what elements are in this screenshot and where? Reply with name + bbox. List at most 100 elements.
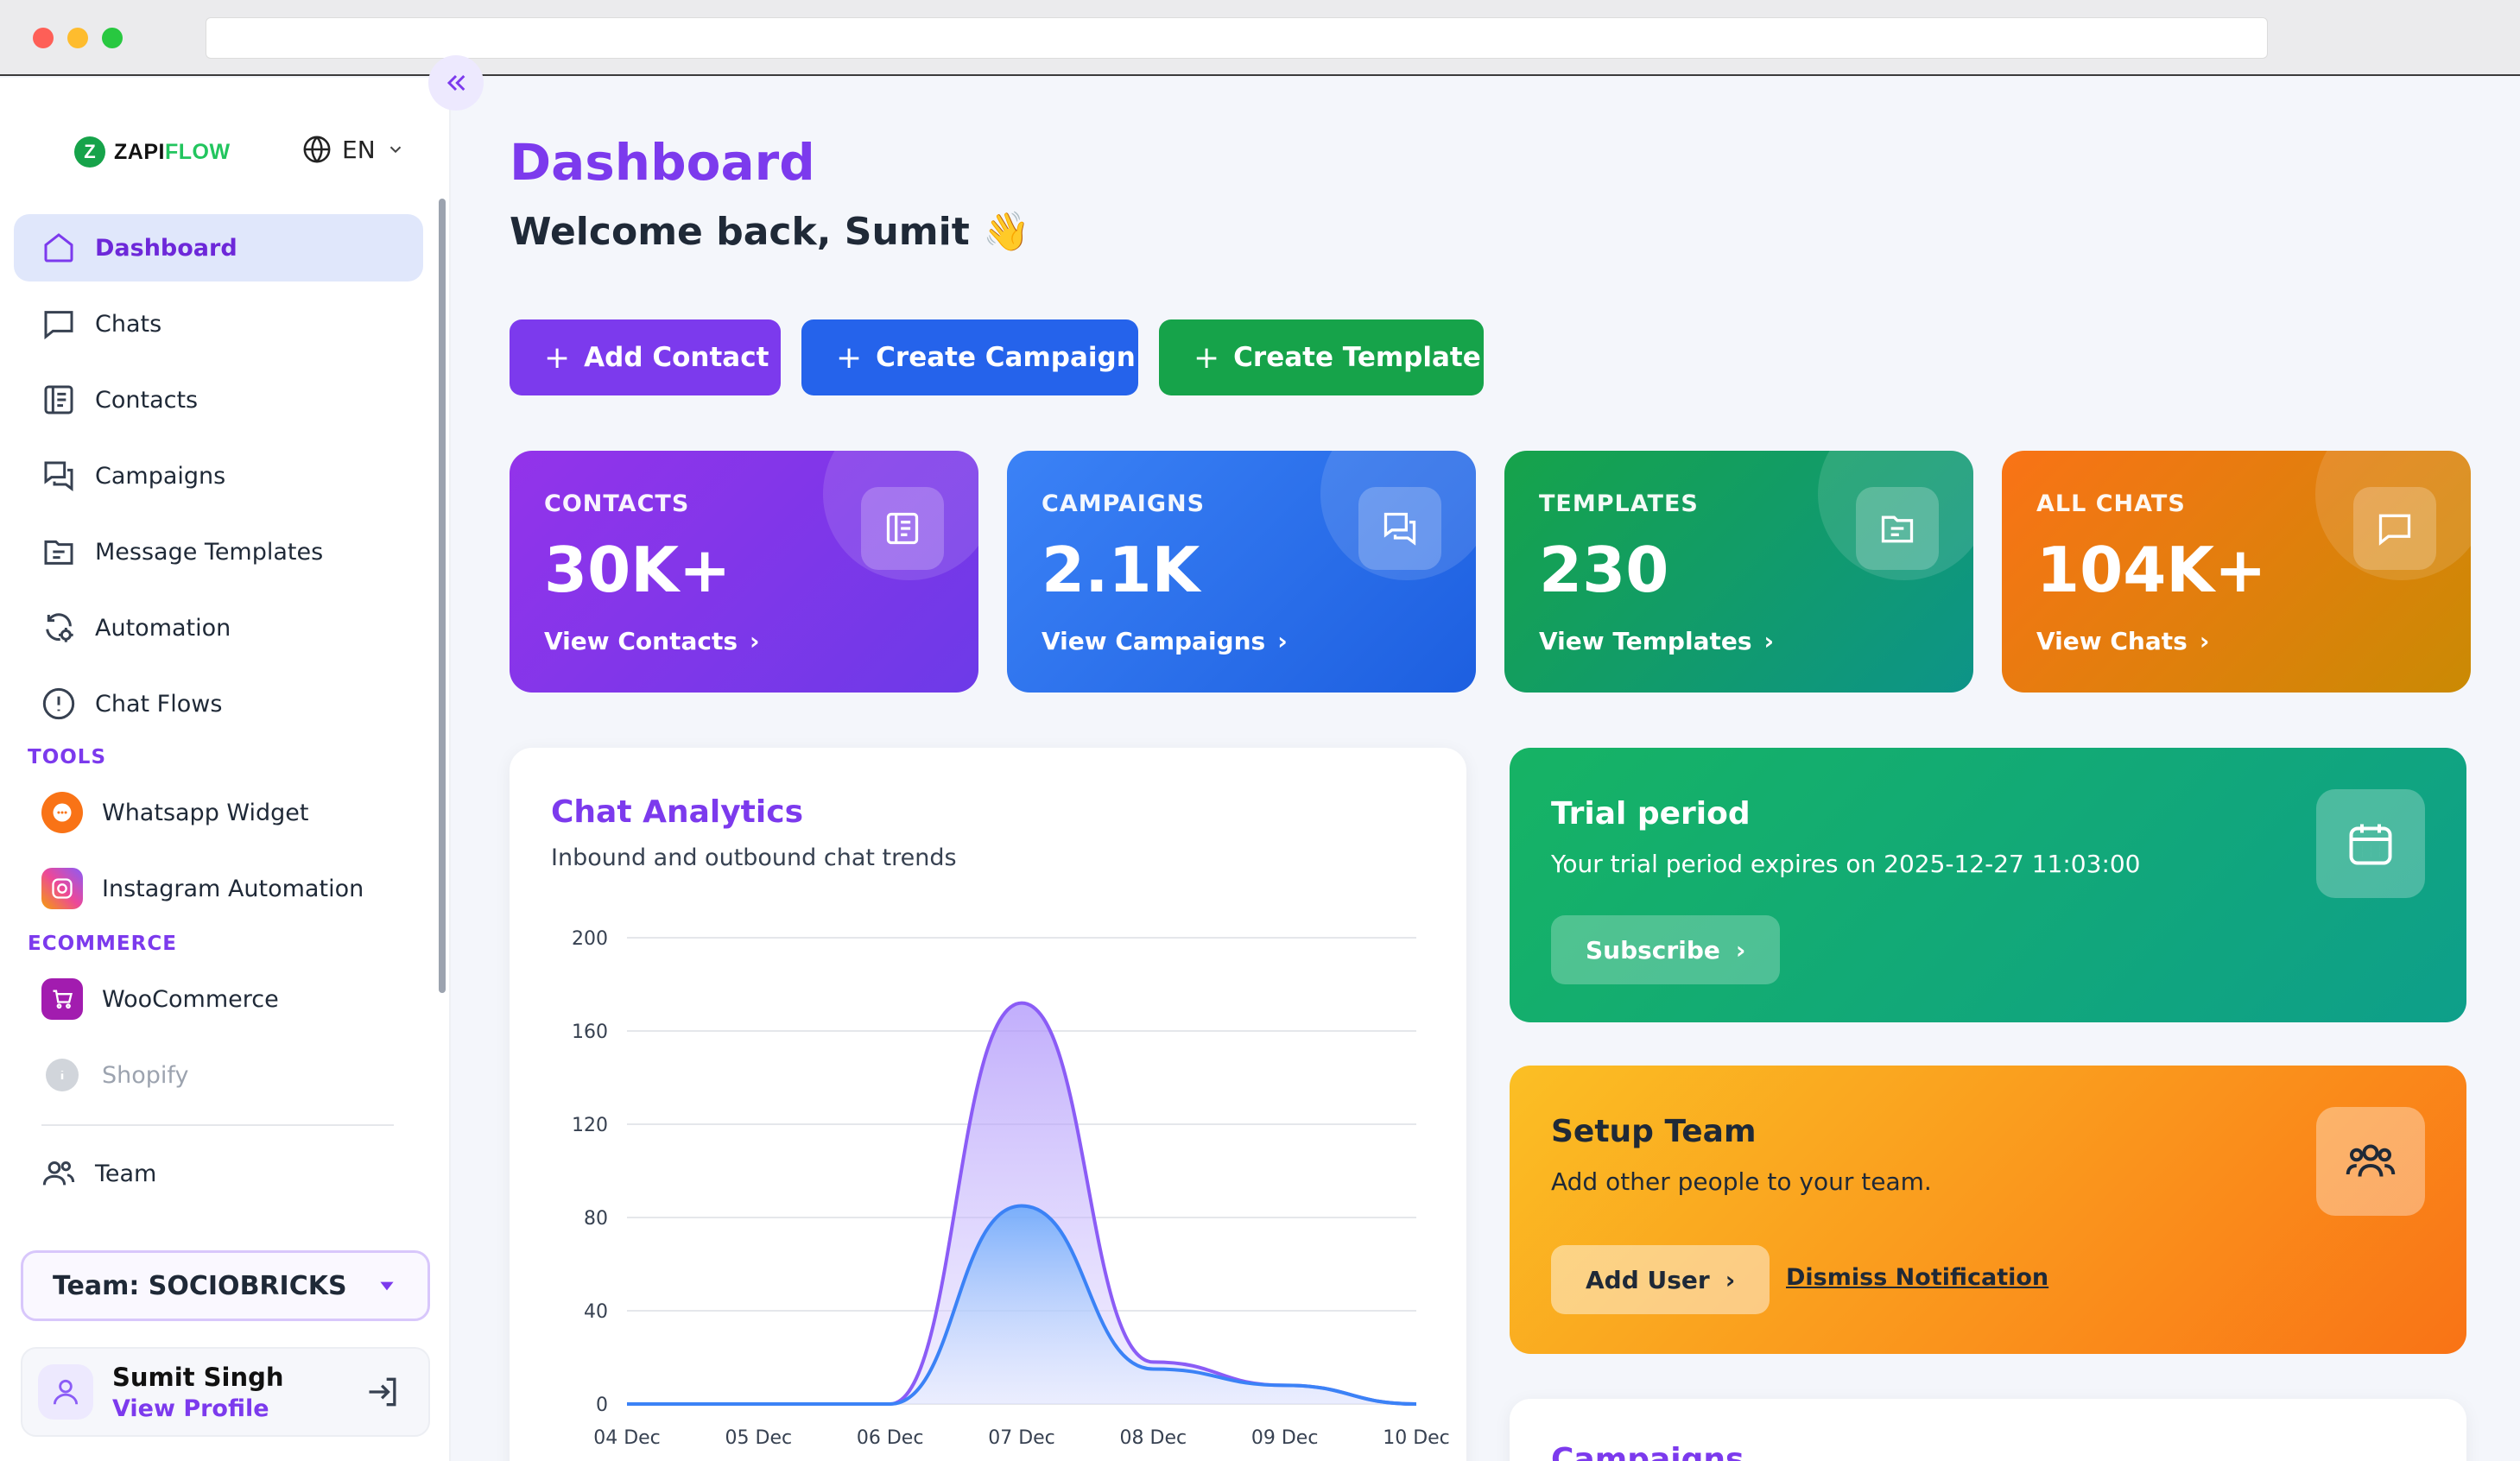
y-tick-label: 80	[584, 1208, 608, 1230]
subscribe-button[interactable]: Subscribe ›	[1551, 915, 1781, 984]
sidebar-item-chat-flows[interactable]: Chat Flows	[14, 670, 423, 737]
welcome-message: Welcome back, Sumit 👋	[510, 210, 1030, 254]
stat-link-label: View Campaigns	[1042, 627, 1266, 655]
add-contact-button[interactable]: + Add Contact	[510, 319, 781, 395]
avatar[interactable]	[38, 1364, 93, 1420]
campaigns-icon	[1383, 512, 1416, 546]
stat-label: TEMPLATES	[1539, 490, 1699, 517]
stat-card-contacts: CONTACTS 30K+ View Contacts ›	[510, 451, 978, 693]
instagram-icon	[41, 868, 83, 909]
view-chats-link[interactable]: View Chats ›	[2036, 627, 2209, 655]
trial-description: Your trial period expires on 2025-12-27 …	[1551, 850, 2141, 878]
sidebar-item-label: Whatsapp Widget	[102, 799, 309, 826]
view-campaigns-link[interactable]: View Campaigns ›	[1042, 627, 1288, 655]
chat-analytics-chart: 0 40 80 120 160 200 04 Dec 05 Dec 06 Dec 07 Dec 08…	[572, 928, 1450, 1449]
stat-label: ALL CHATS	[2036, 490, 2186, 517]
sidebar-item-automation[interactable]: Automation	[14, 594, 423, 661]
x-tick-label: 10 Dec	[1383, 1427, 1450, 1449]
sidebar-item-dashboard[interactable]: Dashboard	[14, 214, 423, 281]
x-tick-label: 07 Dec	[988, 1427, 1055, 1449]
view-profile-link[interactable]: View Profile	[112, 1395, 269, 1422]
chat-icon	[44, 311, 73, 340]
sidebar-item-campaigns[interactable]: Campaigns	[14, 442, 423, 509]
woocommerce-icon	[41, 978, 83, 1020]
view-contacts-link[interactable]: View Contacts ›	[544, 627, 760, 655]
create-campaign-button[interactable]: + Create Campaign	[801, 319, 1138, 395]
x-tick-label: 05 Dec	[725, 1427, 793, 1449]
trial-period-card: Trial period Your trial period expires o…	[1510, 748, 2466, 1022]
subscribe-button-label: Subscribe	[1586, 935, 1720, 965]
team-icon	[42, 1161, 75, 1186]
sidebar-item-label: Dashboard	[95, 234, 237, 262]
x-tick-label: 04 Dec	[593, 1427, 661, 1449]
team-icon	[2316, 1107, 2425, 1216]
stat-value: 30K+	[544, 534, 731, 606]
home-icon	[44, 233, 73, 262]
sidebar-item-label: Shopify	[102, 1061, 189, 1089]
sidebar-item-label: Campaigns	[95, 462, 226, 490]
sidebar-item-chats[interactable]: Chats	[14, 290, 423, 357]
browser-chrome	[0, 0, 2520, 76]
plus-icon: +	[1194, 339, 1220, 376]
collapse-sidebar-button[interactable]	[428, 55, 484, 111]
stat-card-templates: TEMPLATES 230 View Templates ›	[1504, 451, 1973, 693]
stat-label: CAMPAIGNS	[1042, 490, 1206, 517]
sidebar-item-contacts[interactable]: Contacts	[14, 366, 423, 433]
chevron-right-icon: ›	[1277, 627, 1288, 655]
logo-text-part1: ZAPI	[114, 139, 165, 164]
chevron-down-icon	[389, 146, 401, 154]
add-user-button[interactable]: Add User ›	[1551, 1245, 1770, 1314]
chat-analytics-panel: Chat Analytics Inbound and outbound chat…	[510, 748, 1466, 1461]
sidebar-item-message-templates[interactable]: Message Templates	[14, 518, 423, 585]
chevron-right-icon: ›	[1735, 935, 1746, 965]
sidebar-item-label: Message Templates	[95, 538, 324, 566]
sidebar-item-team[interactable]: Team	[14, 1140, 423, 1207]
create-campaign-button-label: Create Campaign	[876, 342, 1136, 373]
sidebar-item-instagram-automation[interactable]: Instagram Automation	[14, 855, 423, 922]
logo[interactable]: Z ZAPIFLOW	[74, 133, 231, 171]
sidebar-item-label: Chats	[95, 310, 162, 338]
sidebar-item-label: WooCommerce	[102, 985, 279, 1013]
address-bar[interactable]	[206, 17, 2268, 59]
logout-icon[interactable]	[364, 1373, 402, 1411]
caret-down-icon	[380, 1281, 394, 1291]
create-template-button[interactable]: + Create Template	[1159, 319, 1484, 395]
chevron-right-icon: ›	[2199, 627, 2210, 655]
campaigns-panel: Campaigns	[1510, 1399, 2466, 1461]
create-template-button-label: Create Template	[1233, 342, 1481, 373]
series-line	[627, 1204, 1417, 1406]
stat-value: 2.1K	[1042, 534, 1200, 606]
profile-name: Sumit Singh	[112, 1362, 284, 1392]
sidebar-item-shopify[interactable]: Shopify	[14, 1041, 423, 1109]
ecommerce-section-label: ECOMMERCE	[28, 933, 177, 955]
add-contact-button-label: Add Contact	[584, 342, 769, 373]
y-tick-label: 0	[596, 1395, 608, 1416]
add-user-button-label: Add User	[1586, 1265, 1710, 1294]
view-templates-link[interactable]: View Templates ›	[1539, 627, 1774, 655]
chat-analytics-subtitle: Inbound and outbound chat trends	[551, 844, 957, 871]
logo-mark: Z	[74, 136, 105, 168]
sidebar-item-label: Team	[95, 1160, 157, 1187]
close-window-button[interactable]	[33, 28, 54, 48]
page-title: Dashboard	[510, 133, 815, 192]
chevron-right-icon: ›	[750, 627, 760, 655]
language-selector[interactable]: EN	[302, 135, 405, 164]
sidebar-item-woocommerce[interactable]: WooCommerce	[14, 965, 423, 1033]
team-select-label: Team: SOCIOBRICKS	[53, 1270, 347, 1301]
chat-icon	[2378, 514, 2411, 546]
sidebar-item-whatsapp-widget[interactable]: Whatsapp Widget	[14, 779, 423, 846]
alert-circle-icon	[42, 687, 75, 720]
sidebar: Z ZAPIFLOW EN Dashboard Chats Contacts C…	[0, 78, 451, 1461]
campaigns-icon	[44, 461, 73, 491]
whatsapp-widget-icon	[41, 792, 83, 833]
team-select[interactable]: Team: SOCIOBRICKS	[21, 1250, 430, 1321]
dismiss-notification-link[interactable]: Dismiss Notification	[1786, 1264, 2049, 1291]
sidebar-scrollbar[interactable]	[439, 199, 446, 993]
y-tick-label: 40	[584, 1301, 608, 1323]
automation-icon	[46, 613, 73, 642]
plus-icon: +	[544, 339, 571, 376]
maximize-window-button[interactable]	[102, 28, 123, 48]
minimize-window-button[interactable]	[67, 28, 88, 48]
chevron-right-icon: ›	[1725, 1265, 1736, 1294]
template-icon	[1881, 515, 1914, 543]
